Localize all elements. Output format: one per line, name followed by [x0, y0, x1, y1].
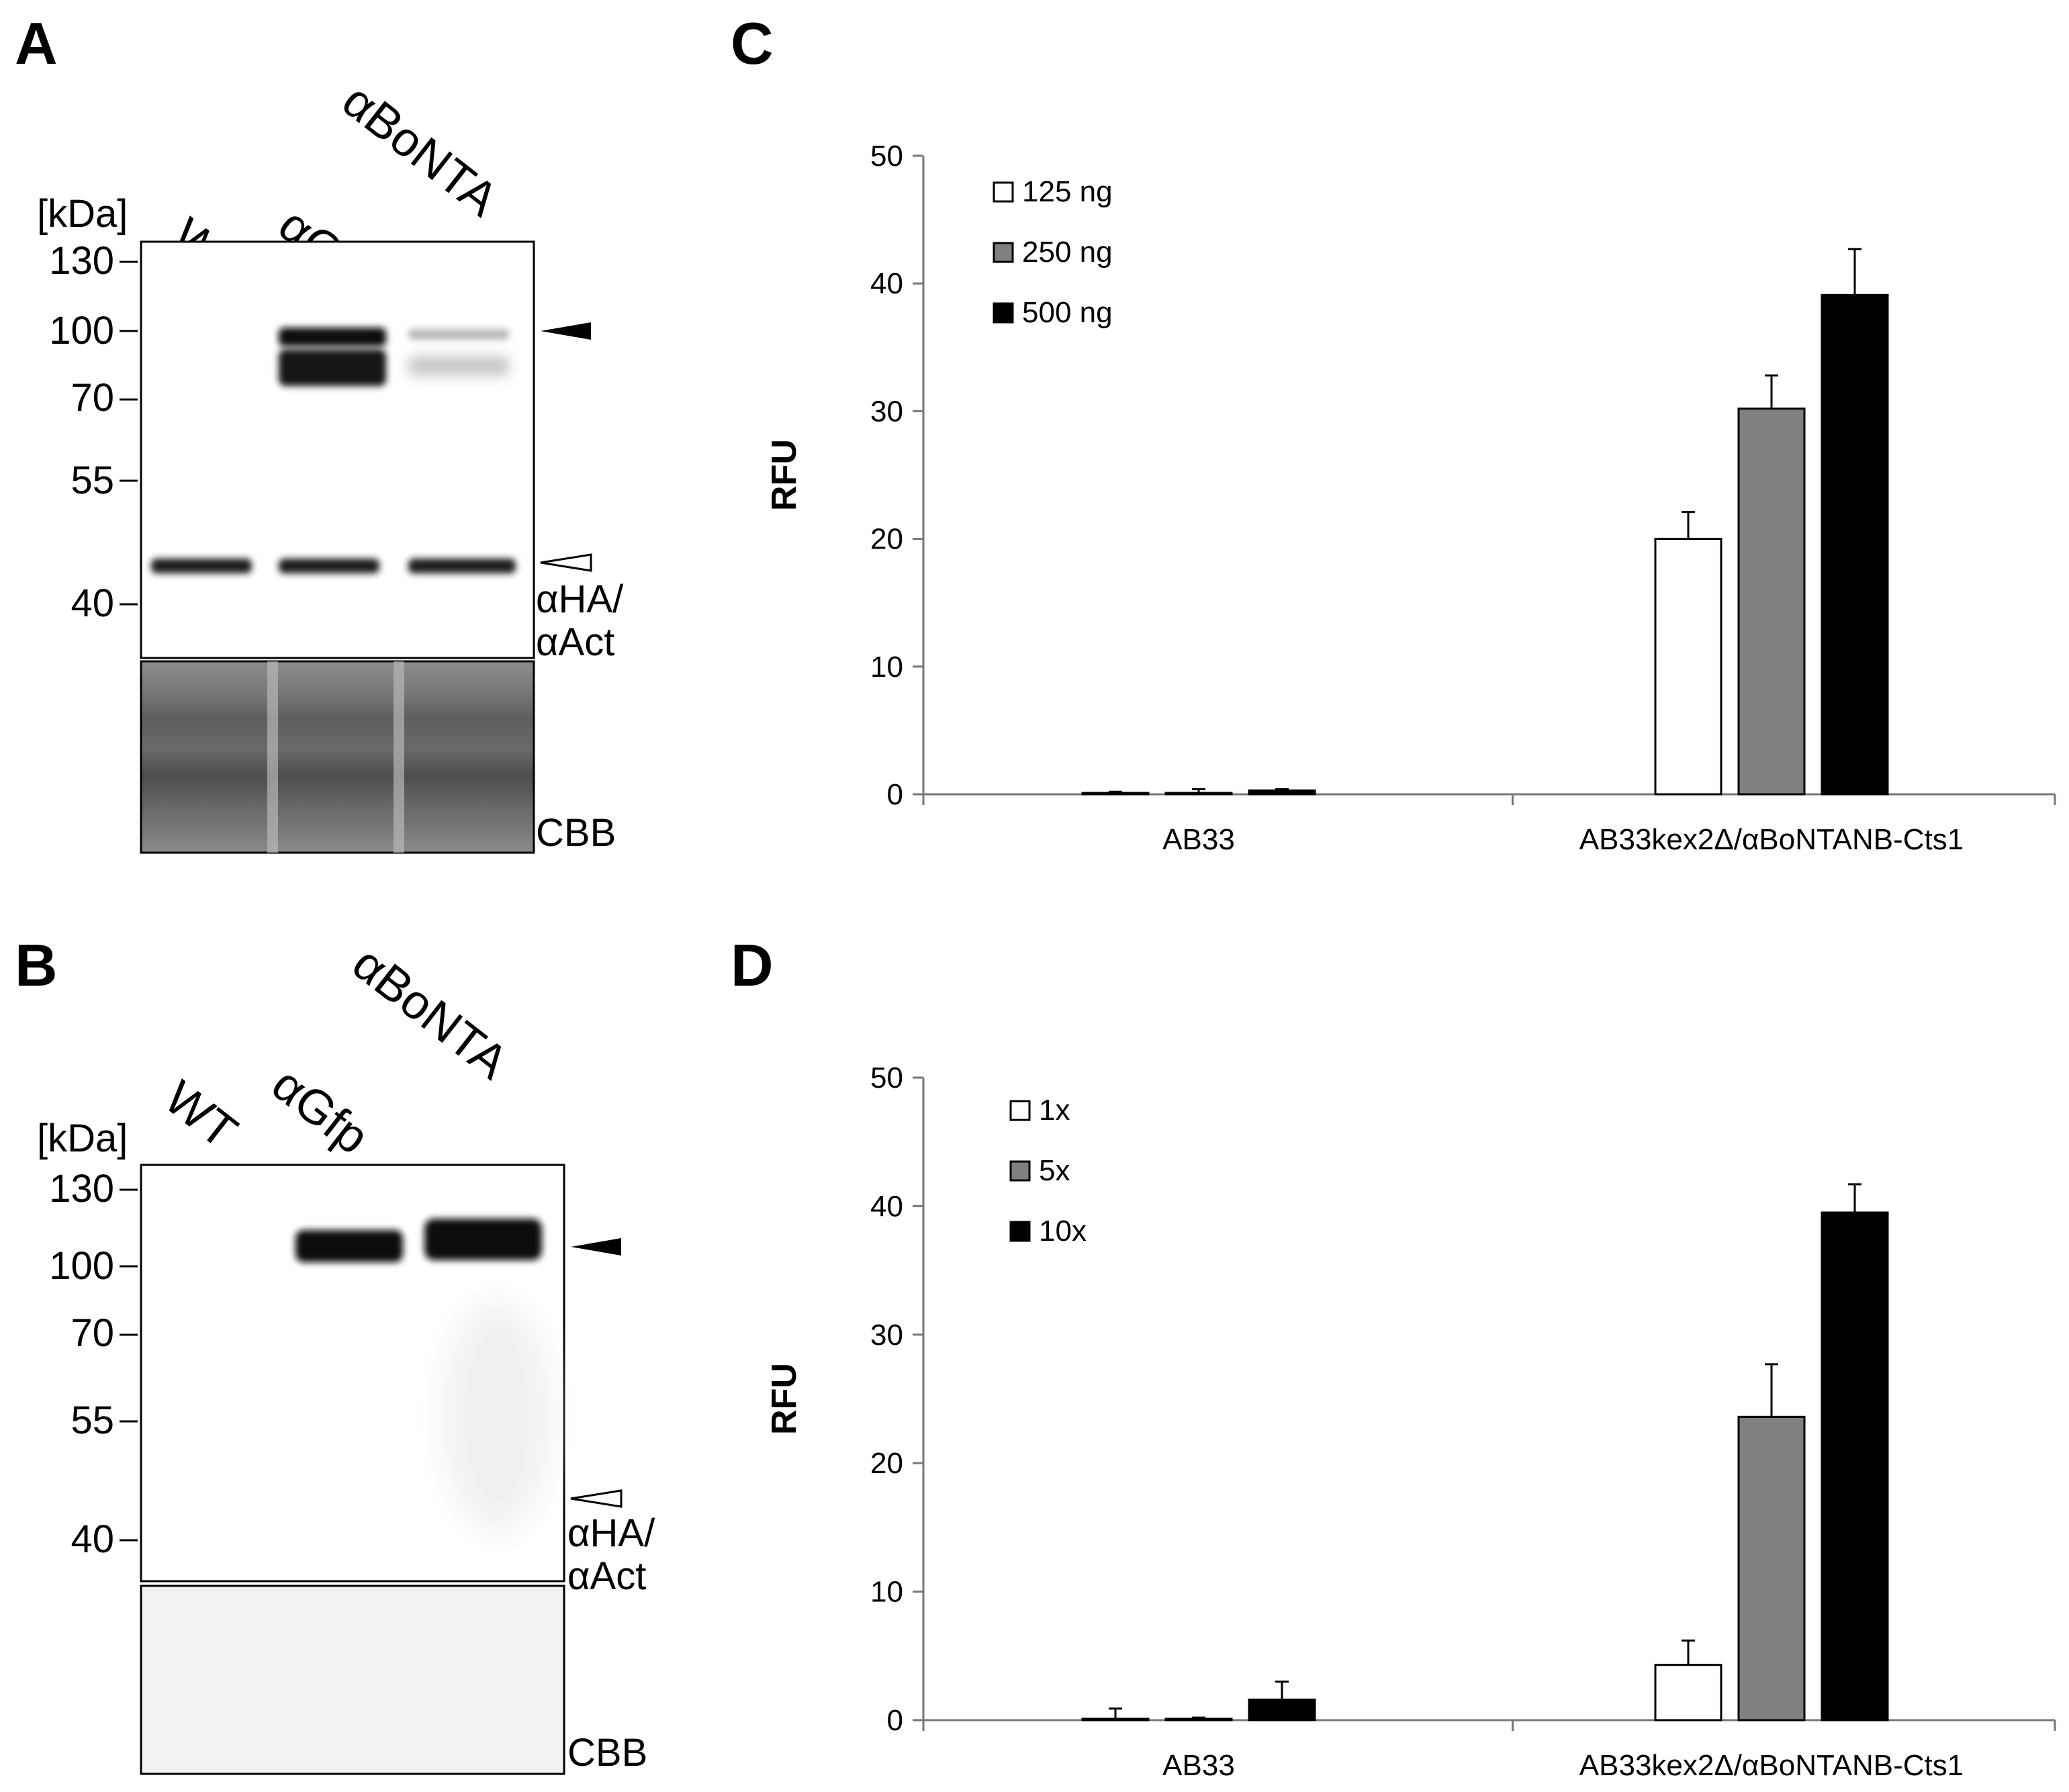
y-tick-label: 10 [870, 1576, 903, 1609]
marker-ticks: 130 100 70 55 40 [49, 1167, 138, 1561]
category-label: AB33kex2Δ/αBoNTANB-Cts1 [1579, 823, 1964, 856]
y-axis-label: RFU [765, 439, 804, 511]
y-axis-label: RFU [765, 1363, 804, 1435]
legend-swatch [1009, 1221, 1031, 1242]
loading-label-cbb: CBB [567, 1731, 647, 1775]
antibody-label-act: αAct [567, 1554, 646, 1598]
blot-a-membrane [140, 240, 535, 659]
legend-swatch [1009, 1100, 1031, 1121]
lane-label-abonta: αBoNTA [342, 937, 518, 1090]
y-tick-label: 50 [870, 140, 903, 173]
marker-130: 130 [49, 239, 114, 283]
antibody-label-ha: αHA/ [536, 577, 624, 621]
category-label: AB33 [1162, 823, 1235, 856]
bar [1164, 792, 1233, 796]
legend-label: 125 ng [1022, 175, 1113, 208]
marker-40: 40 [71, 1517, 114, 1561]
bar [1654, 1664, 1722, 1722]
category-label: AB33 [1162, 1749, 1235, 1782]
kda-label: [kDa] [37, 192, 128, 236]
open-arrowhead [570, 1489, 623, 1508]
y-tick-label: 40 [870, 267, 903, 300]
lane-label-abonta: αBoNTA [332, 74, 508, 227]
marker-130: 130 [49, 1167, 114, 1211]
legend-swatch [1009, 1160, 1031, 1182]
bar [1821, 1211, 1889, 1722]
y-tick-label: 40 [870, 1190, 903, 1223]
marker-100: 100 [49, 309, 114, 352]
blot-a-cbb [140, 660, 535, 854]
marker-100: 100 [49, 1244, 114, 1288]
legend-label: 500 ng [1022, 296, 1113, 329]
chart-d: 0 10 20 30 40 50 RFU AB33 AB33kex2Δ/αBoNTANB-Cts… [765, 1062, 2056, 1782]
y-tick-label: 20 [870, 1447, 903, 1480]
blot-a: WT αGfp αBoNTA [kDa] 130 100 70 55 40 [37, 74, 624, 855]
bar [1737, 408, 1806, 796]
marker-40: 40 [71, 581, 114, 625]
blot-b-bands [295, 1219, 551, 1531]
bar [1164, 1717, 1233, 1722]
marker-55: 55 [71, 1399, 114, 1442]
y-tick-label: 50 [870, 1062, 903, 1094]
legend-swatch [993, 302, 1014, 324]
legend-label: 5x [1039, 1154, 1070, 1187]
panel-letter-d: D [731, 932, 774, 998]
legend-label: 1x [1039, 1094, 1070, 1127]
marker-70: 70 [71, 1311, 114, 1355]
y-tick-label: 0 [887, 1704, 903, 1737]
kda-label: [kDa] [37, 1117, 128, 1160]
legend-swatch [993, 181, 1014, 203]
panel-letter-c: C [731, 10, 774, 77]
filled-arrowhead [571, 1238, 621, 1256]
blot-b-cbb [140, 1585, 565, 1775]
category-label: AB33kex2Δ/αBoNTANB-Cts1 [1579, 1749, 1964, 1782]
bar [1737, 1415, 1806, 1722]
legend-label: 10x [1039, 1215, 1087, 1247]
antibody-label-act: αAct [536, 620, 614, 664]
blot-b: WT αGfp αBoNTA [kDa] 130 100 70 55 40 αH… [37, 937, 655, 1775]
panel-letter-b: B [15, 932, 58, 998]
lane-label-agfp: αGfp [262, 1057, 379, 1165]
legend-label: 250 ng [1022, 236, 1113, 269]
y-tick-label: 30 [870, 1319, 903, 1352]
cbb-lane-gaps [267, 661, 404, 853]
blot-a-bands [151, 328, 516, 573]
y-tick-label: 20 [870, 523, 903, 556]
antibody-label-ha: αHA/ [567, 1511, 655, 1555]
bar [1821, 293, 1889, 796]
bar [1081, 1717, 1150, 1722]
bar [1081, 792, 1150, 796]
marker-55: 55 [71, 459, 114, 502]
panel-letter-a: A [15, 10, 58, 77]
y-tick-label: 30 [870, 395, 903, 428]
filled-arrowhead [541, 322, 591, 340]
y-tick-label: 0 [887, 778, 903, 811]
legend-swatch [993, 242, 1014, 263]
marker-70: 70 [71, 376, 114, 420]
chart-c: 0 10 20 30 40 50 RFU AB33 AB33kex2Δ/αBoNTANB-Cts… [765, 140, 2056, 856]
bar [1654, 538, 1722, 796]
open-arrowhead [540, 553, 592, 572]
lane-label-wt: WT [154, 1071, 246, 1160]
marker-ticks: 130 100 70 55 40 [49, 239, 138, 625]
bar [1248, 1698, 1316, 1722]
loading-label-cbb: CBB [536, 811, 616, 855]
bar [1248, 789, 1316, 796]
y-tick-label: 10 [870, 651, 903, 683]
